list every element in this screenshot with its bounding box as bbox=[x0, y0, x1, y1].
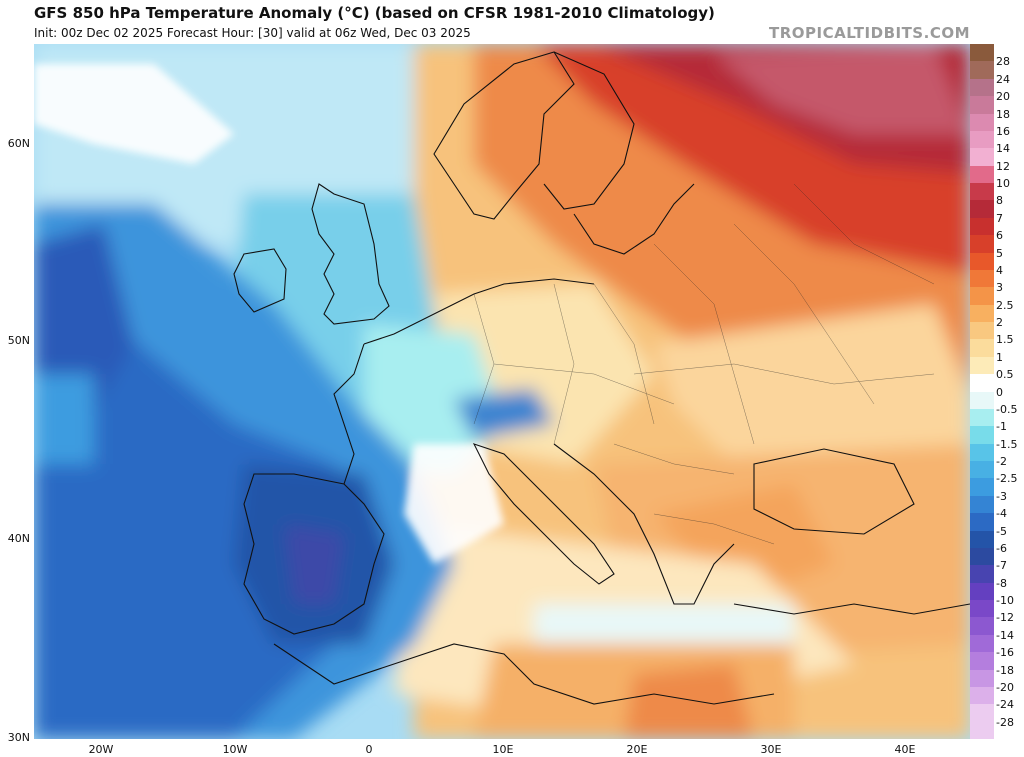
colorbar-tick-label: 14 bbox=[996, 142, 1010, 156]
colorbar-swatch bbox=[970, 530, 994, 548]
colorbar-swatch bbox=[970, 617, 994, 635]
colorbar-tick-label: 16 bbox=[996, 124, 1010, 138]
colorbar-swatch bbox=[970, 513, 994, 531]
colorbar-tick-label: 24 bbox=[996, 72, 1010, 86]
colorbar-swatch bbox=[970, 130, 994, 149]
colorbar-swatch bbox=[970, 96, 994, 114]
colorbar-swatch bbox=[970, 600, 994, 618]
colorbar-swatch bbox=[970, 269, 994, 288]
colorbar-tick-label: 6 bbox=[996, 229, 1003, 243]
colorbar-tick-label: 5 bbox=[996, 246, 1003, 260]
colorbar-tick-label: -7 bbox=[996, 559, 1007, 573]
colorbar-tick-label: 2 bbox=[996, 316, 1003, 329]
colorbar-swatch bbox=[970, 339, 994, 357]
lon-label: 20E bbox=[626, 743, 648, 756]
colorbar-tick-label: -1 bbox=[996, 420, 1007, 434]
colorbar-tick-label: 1.5 bbox=[996, 333, 1014, 347]
colorbar-swatch bbox=[970, 165, 994, 183]
lat-label: 30N bbox=[7, 731, 30, 744]
lat-label: 40N bbox=[7, 532, 30, 545]
colorbar-tick-label: -24 bbox=[996, 698, 1014, 712]
colorbar-swatch bbox=[970, 686, 994, 705]
lon-label: 30E bbox=[760, 743, 782, 756]
colorbar-tick-label: -18 bbox=[996, 663, 1014, 677]
colorbar-tick-label: 4 bbox=[996, 263, 1003, 277]
colorbar-swatch bbox=[970, 287, 994, 305]
colorbar-tick-label: -12 bbox=[996, 611, 1014, 625]
colorbar-tick-label: 2.5 bbox=[996, 298, 1014, 312]
colorbar-swatch bbox=[970, 374, 994, 392]
brand-watermark: TROPICALTIDBITS.COM bbox=[769, 24, 970, 42]
colorbar-swatch bbox=[970, 721, 994, 739]
colorbar-tick-label: 7 bbox=[996, 211, 1003, 225]
colorbar-tick-label: -16 bbox=[996, 646, 1014, 660]
colorbar-swatch bbox=[970, 217, 994, 236]
colorbar-swatch bbox=[970, 478, 994, 496]
colorbar-tick-label: -4 bbox=[996, 507, 1007, 521]
colorbar-labels: 28 24 20 18 16 14 12 10 8 7 6 5 4 3 2.5 2 1.5 1 0.5 0 -0.5 -1… bbox=[996, 44, 1024, 739]
colorbar-swatch bbox=[970, 148, 994, 166]
lon-label: 40E bbox=[894, 743, 916, 756]
colorbar-tick-label: 3 bbox=[996, 281, 1003, 295]
colorbar-swatch bbox=[970, 426, 994, 444]
colorbar-swatch bbox=[970, 183, 994, 201]
colorbar-swatch bbox=[970, 78, 994, 97]
colorbar-tick-label: -2.5 bbox=[996, 472, 1018, 486]
lon-label: 20W bbox=[88, 743, 114, 756]
colorbar-swatch bbox=[970, 669, 994, 687]
colorbar-tick-label: -28 bbox=[996, 715, 1014, 729]
colorbar-swatch bbox=[970, 113, 994, 131]
colorbar-tick-label: 18 bbox=[996, 107, 1010, 121]
lat-label: 50N bbox=[7, 334, 30, 347]
colorbar-tick-label: 0.5 bbox=[996, 368, 1014, 382]
colorbar-tick-label: -3 bbox=[996, 489, 1007, 503]
colorbar-tick-label: 8 bbox=[996, 194, 1003, 208]
colorbar-tick-label: 1 bbox=[996, 350, 1003, 364]
colorbar-tick-label: 12 bbox=[996, 159, 1010, 173]
colorbar-swatch bbox=[970, 704, 994, 722]
colorbar-swatch bbox=[970, 356, 994, 375]
colorbar-tick-label: -2 bbox=[996, 455, 1007, 468]
forecast-subtitle: Init: 00z Dec 02 2025 Forecast Hour: [30… bbox=[34, 26, 471, 40]
colorbar-swatch bbox=[970, 652, 994, 670]
colorbar-swatch bbox=[970, 391, 994, 409]
colorbar-swatch bbox=[970, 634, 994, 653]
colorbar-tick-label: 0 bbox=[996, 385, 1003, 399]
colorbar-swatch bbox=[970, 582, 994, 600]
colorbar-swatch bbox=[970, 304, 994, 322]
colorbar-swatch bbox=[970, 408, 994, 427]
colorbar bbox=[970, 44, 994, 739]
colorbar-swatch bbox=[970, 565, 994, 583]
colorbar-tick-label: -6 bbox=[996, 541, 1007, 555]
lon-label: 0 bbox=[365, 743, 373, 756]
colorbar-swatch bbox=[970, 200, 994, 218]
colorbar-swatch bbox=[970, 443, 994, 461]
lat-label: 60N bbox=[7, 137, 30, 150]
colorbar-swatch bbox=[970, 461, 994, 479]
colorbar-tick-label: -0.5 bbox=[996, 402, 1018, 416]
colorbar-tick-label: -20 bbox=[996, 680, 1014, 694]
colorbar-swatch bbox=[970, 495, 994, 514]
colorbar-tick-label: 10 bbox=[996, 177, 1010, 190]
colorbar-tick-label: 20 bbox=[996, 90, 1010, 104]
colorbar-swatch bbox=[970, 235, 994, 253]
colorbar-tick-label: -5 bbox=[996, 524, 1007, 538]
anomaly-map bbox=[34, 44, 970, 739]
colorbar-tick-label: -10 bbox=[996, 594, 1014, 607]
colorbar-swatch bbox=[970, 61, 994, 79]
lon-label: 10E bbox=[492, 743, 514, 756]
colorbar-tick-label: -8 bbox=[996, 576, 1007, 590]
page-title: GFS 850 hPa Temperature Anomaly (°C) (ba… bbox=[34, 4, 715, 22]
colorbar-swatch bbox=[970, 44, 994, 62]
colorbar-swatch bbox=[970, 322, 994, 340]
colorbar-tick-label: -1.5 bbox=[996, 437, 1018, 451]
lon-label: 10W bbox=[222, 743, 248, 756]
colorbar-tick-label: -14 bbox=[996, 628, 1014, 642]
colorbar-tick-label: 28 bbox=[996, 55, 1010, 69]
colorbar-swatch bbox=[970, 252, 994, 270]
colorbar-swatch bbox=[970, 547, 994, 566]
